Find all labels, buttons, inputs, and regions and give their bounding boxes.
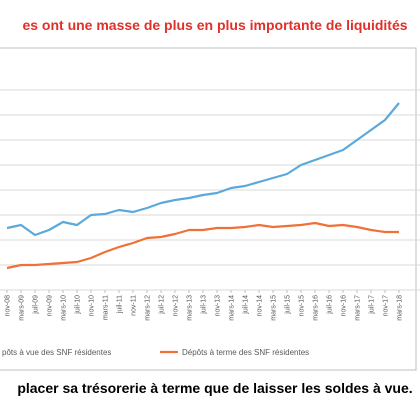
x-tick-label: mars-17 bbox=[355, 295, 362, 321]
x-tick-label: nov-16 bbox=[341, 295, 348, 317]
x-tick-label: juil-09 bbox=[33, 295, 40, 315]
x-tick-label: mars-12 bbox=[145, 295, 152, 321]
chart-frame bbox=[0, 47, 417, 371]
chart-title: es ont une masse de plus en plus importa… bbox=[22, 17, 407, 33]
x-tick-label: nov-10 bbox=[89, 295, 96, 317]
x-tick-label: juil-16 bbox=[327, 295, 334, 315]
x-tick-label: mars-18 bbox=[397, 295, 404, 321]
x-tick-label: nov-09 bbox=[47, 295, 54, 317]
x-tick-label: juil-13 bbox=[201, 295, 208, 315]
series-line bbox=[6, 221, 399, 270]
legend-label: Dépôts à terme des SNF résidentes bbox=[182, 348, 309, 357]
x-tick-label: mars-16 bbox=[313, 295, 320, 321]
x-tick-label: juil-15 bbox=[285, 295, 292, 315]
x-tick-label: nov-08 bbox=[5, 295, 12, 317]
x-tick-label: juil-17 bbox=[369, 295, 376, 315]
x-tick-label: nov-11 bbox=[131, 295, 138, 316]
x-tick-label: nov-13 bbox=[215, 295, 222, 317]
x-tick-label: nov-15 bbox=[299, 295, 306, 317]
x-tick-label: juil-10 bbox=[75, 295, 82, 315]
x-tick-label: mars-15 bbox=[271, 295, 278, 321]
x-tick-label: mars-10 bbox=[61, 295, 68, 321]
x-tick-label: nov-14 bbox=[257, 295, 264, 317]
x-tick-label: mars-09 bbox=[19, 295, 26, 321]
x-tick-label: mars-11 bbox=[103, 295, 110, 320]
x-tick-label: nov-12 bbox=[173, 295, 180, 317]
x-tick-label: juil-14 bbox=[243, 295, 250, 315]
legend-label: pôts à vue des SNF résidentes bbox=[2, 348, 111, 357]
caption: placer sa trésorerie à terme que de lais… bbox=[17, 380, 412, 396]
series-line bbox=[6, 102, 400, 237]
x-tick-label: mars-14 bbox=[229, 295, 236, 321]
x-tick-label: juil-11 bbox=[117, 295, 124, 314]
x-tick-label: nov-17 bbox=[383, 295, 390, 317]
x-tick-label: mars-13 bbox=[187, 295, 194, 321]
x-tick-label: juil-12 bbox=[159, 295, 166, 315]
